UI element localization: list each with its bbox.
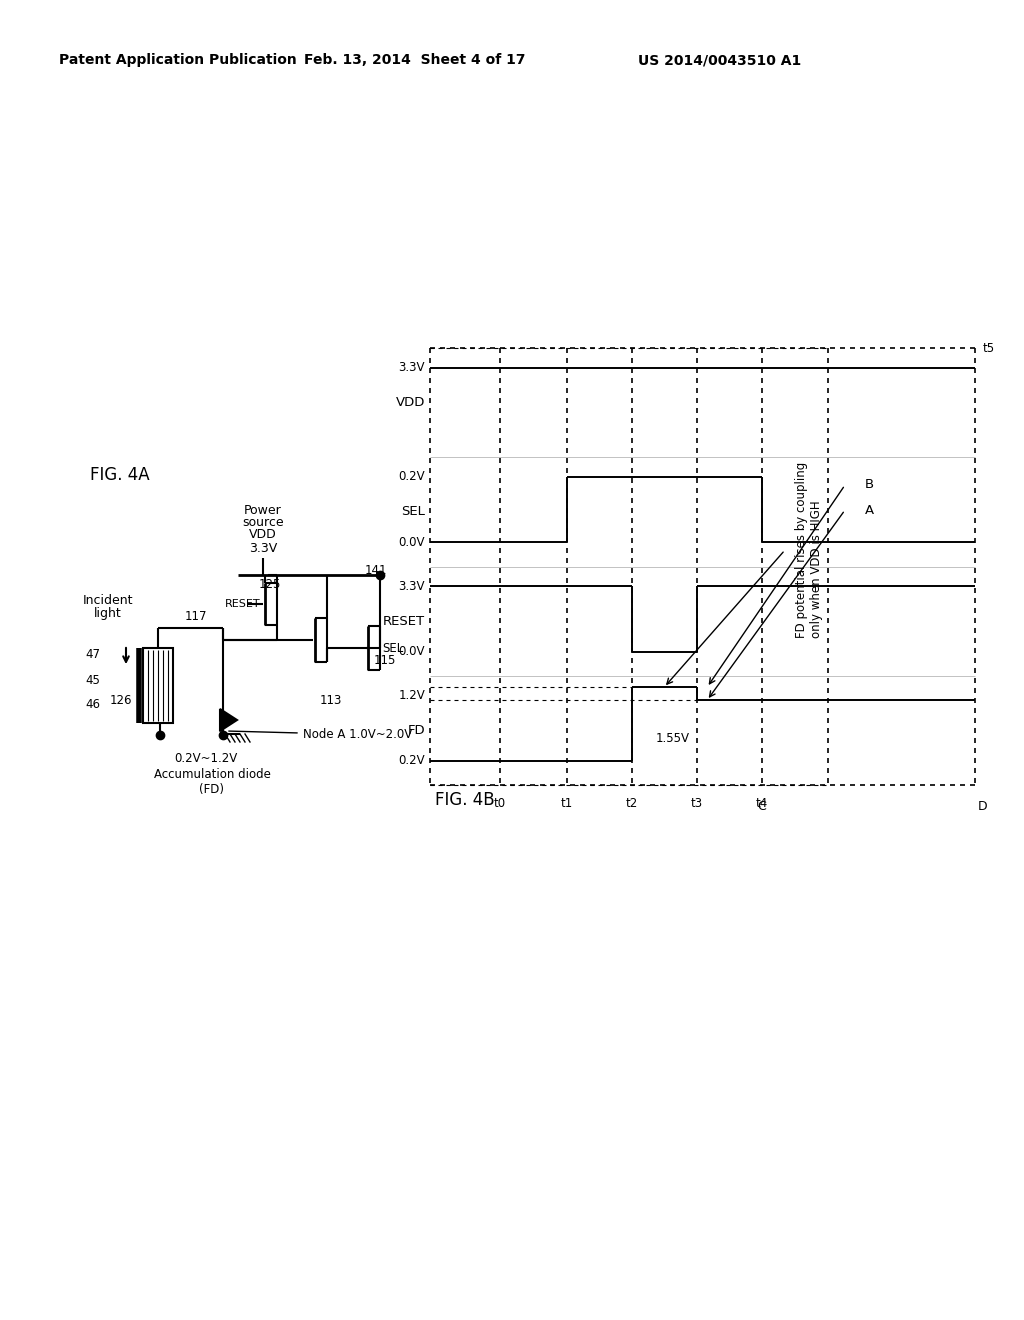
Text: t3: t3: [691, 797, 703, 810]
Text: US 2014/0043510 A1: US 2014/0043510 A1: [638, 53, 802, 67]
Text: Patent Application Publication: Patent Application Publication: [59, 53, 297, 67]
Text: 126: 126: [110, 693, 132, 706]
Text: 45: 45: [85, 673, 100, 686]
Text: C: C: [758, 800, 766, 813]
Text: B: B: [865, 479, 874, 491]
Text: SEL: SEL: [401, 506, 425, 519]
Text: 1.55V: 1.55V: [656, 731, 690, 744]
Text: 3.3V: 3.3V: [398, 362, 425, 374]
Text: 113: 113: [319, 693, 342, 706]
Text: (FD): (FD): [200, 783, 224, 796]
Text: source: source: [243, 516, 284, 528]
Text: t2: t2: [626, 797, 638, 810]
Text: light: light: [94, 606, 122, 619]
Text: A: A: [865, 503, 874, 516]
Text: 46: 46: [85, 698, 100, 711]
Text: 3.3V: 3.3V: [398, 579, 425, 593]
Text: 117: 117: [184, 610, 207, 623]
Text: t4: t4: [756, 797, 768, 810]
Text: 1.2V: 1.2V: [398, 689, 425, 702]
Text: FIG. 4B: FIG. 4B: [435, 791, 495, 809]
Text: 115: 115: [374, 653, 396, 667]
Text: 125: 125: [259, 578, 282, 591]
Text: 0.0V: 0.0V: [398, 645, 425, 659]
Text: SEL: SEL: [382, 642, 403, 655]
Text: FIG. 4A: FIG. 4A: [90, 466, 150, 484]
Text: 0.0V: 0.0V: [398, 536, 425, 549]
Text: t1: t1: [561, 797, 573, 810]
Text: Accumulation diode: Accumulation diode: [154, 768, 270, 781]
Text: 0.2V~1.2V: 0.2V~1.2V: [174, 751, 238, 764]
Text: FD potential rises by coupling
only when VDD is HIGH: FD potential rises by coupling only when…: [795, 462, 823, 638]
Text: RESET: RESET: [224, 599, 260, 609]
Text: 0.2V: 0.2V: [398, 470, 425, 483]
Text: VDD: VDD: [249, 528, 276, 541]
Text: RESET: RESET: [383, 615, 425, 627]
Text: 0.2V: 0.2V: [398, 755, 425, 767]
Text: Power: Power: [244, 503, 282, 516]
Text: t5: t5: [983, 342, 995, 355]
Text: Incident: Incident: [83, 594, 133, 606]
Polygon shape: [220, 709, 237, 731]
Text: D: D: [978, 800, 987, 813]
Text: t0: t0: [494, 797, 506, 810]
Text: 3.3V: 3.3V: [249, 541, 278, 554]
Text: Node A 1.0V~2.0V: Node A 1.0V~2.0V: [303, 729, 413, 742]
Text: 141: 141: [365, 564, 387, 577]
Text: Feb. 13, 2014  Sheet 4 of 17: Feb. 13, 2014 Sheet 4 of 17: [304, 53, 525, 67]
Text: FD: FD: [408, 723, 425, 737]
Text: VDD: VDD: [395, 396, 425, 409]
Text: 47: 47: [85, 648, 100, 661]
Bar: [143, 648, 173, 723]
